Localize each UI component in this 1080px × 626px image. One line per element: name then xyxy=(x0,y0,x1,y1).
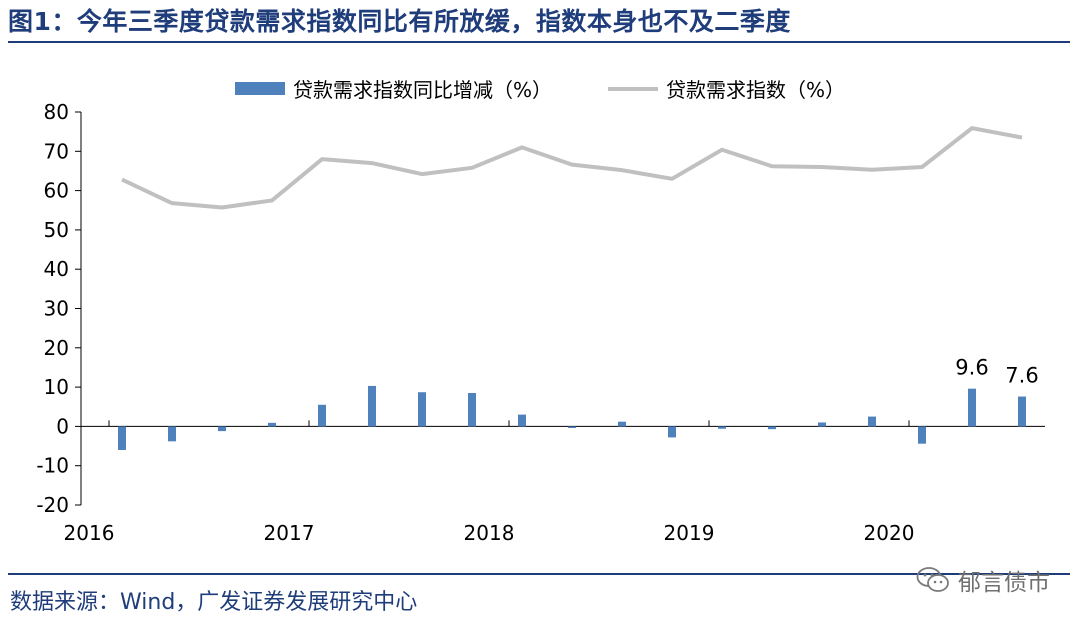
source-note: 数据来源：Wind，广发证券发展研究中心 xyxy=(10,590,418,615)
y-tick-label: 30 xyxy=(44,297,69,321)
bar xyxy=(368,385,376,427)
bar xyxy=(618,421,626,427)
y-tick-label: -10 xyxy=(36,454,69,478)
legend-bar-label: 贷款需求指数同比增减（%） xyxy=(292,78,552,102)
bar xyxy=(118,426,126,450)
x-tick-label: 2016 xyxy=(64,521,115,545)
bar xyxy=(318,404,326,427)
bar xyxy=(268,422,276,427)
bar xyxy=(468,392,476,427)
x-tick-label: 2017 xyxy=(264,521,315,545)
index-line xyxy=(121,126,1023,210)
bar xyxy=(818,422,826,427)
chart-title: 图1：今年三季度贷款需求指数同比有所放缓，指数本身也不及二季度 xyxy=(8,7,791,36)
wechat-icon xyxy=(916,567,949,592)
y-tick-label: 0 xyxy=(56,414,69,438)
y-tick-label: 20 xyxy=(44,336,69,360)
bar xyxy=(768,426,776,430)
chart-legend: 贷款需求指数同比增减（%） 贷款需求指数（%） xyxy=(0,74,1080,103)
y-tick-label: 60 xyxy=(44,179,69,203)
legend-line-label: 贷款需求指数（%） xyxy=(666,78,846,102)
y-tick-label: 80 xyxy=(44,100,69,124)
bar xyxy=(518,414,526,427)
bar xyxy=(868,416,876,427)
data-label: 7.6 xyxy=(1005,364,1038,388)
watermark-text: 郁言债市 xyxy=(958,570,1050,596)
legend-item-line: 贷款需求指数（%） xyxy=(608,74,845,103)
title-divider xyxy=(8,41,1070,43)
legend-line-swatch xyxy=(608,86,658,91)
x-tick-label: 2020 xyxy=(864,521,915,545)
y-tick-label: 40 xyxy=(44,257,69,281)
bar xyxy=(1018,396,1026,427)
footer-divider xyxy=(8,573,1070,575)
bar xyxy=(568,426,576,428)
bar xyxy=(668,426,676,438)
bar xyxy=(968,388,976,427)
bar xyxy=(918,426,926,444)
y-tick-label: 10 xyxy=(44,375,69,399)
bar xyxy=(718,426,726,429)
y-tick-label: -20 xyxy=(36,493,69,517)
bar xyxy=(218,426,226,432)
legend-item-bar: 贷款需求指数同比增减（%） xyxy=(234,74,552,103)
y-tick-label: 70 xyxy=(44,139,69,163)
x-tick-label: 2019 xyxy=(664,521,715,545)
y-tick-label: 50 xyxy=(44,218,69,242)
bar xyxy=(418,392,426,427)
bar xyxy=(168,426,176,442)
x-tick-label: 2018 xyxy=(464,521,515,545)
legend-bar-swatch xyxy=(234,82,285,95)
data-label: 9.6 xyxy=(955,356,988,380)
watermark: 郁言债市 xyxy=(916,563,1050,597)
